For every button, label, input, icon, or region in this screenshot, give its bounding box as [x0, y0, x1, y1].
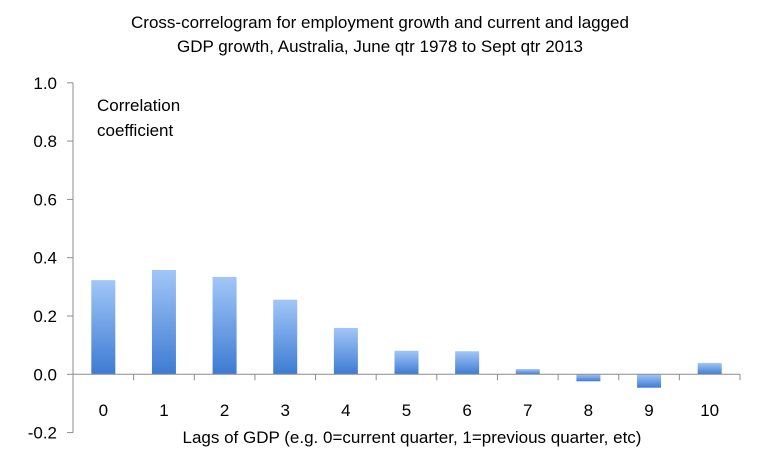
y-tick-label: -0.2: [28, 424, 57, 443]
bar-lag-10: [697, 362, 722, 375]
x-tick-label: 0: [99, 401, 108, 420]
x-tick-label: 1: [159, 401, 168, 420]
bar-lag-1: [151, 269, 176, 375]
x-tick-label: 5: [402, 401, 411, 420]
y-axis-label-line-2: coefficient: [97, 121, 174, 140]
x-axis-label: Lags of GDP (e.g. 0=current quarter, 1=p…: [183, 428, 642, 447]
x-tick-label: 3: [280, 401, 289, 420]
y-tick-label: 0.6: [33, 190, 57, 209]
y-tick-label: 0.2: [33, 307, 57, 326]
x-tick-label: 6: [462, 401, 471, 420]
y-tick-label: 1.0: [33, 74, 57, 93]
y-tick-label: 0.4: [33, 249, 57, 268]
bar-lag-4: [333, 327, 358, 375]
bar-lag-3: [273, 299, 298, 375]
y-tick-label: 0.8: [33, 132, 57, 151]
x-tick-label: 7: [523, 401, 532, 420]
bar-lag-8: [576, 374, 601, 382]
y-tick-label: 0.0: [33, 365, 57, 384]
bar-lag-2: [212, 276, 237, 375]
x-tick-label: 8: [584, 401, 593, 420]
bar-lag-9: [637, 374, 662, 388]
chart-title-line-1: Cross-correlogram for employment growth …: [131, 13, 629, 32]
bar-lag-7: [515, 369, 540, 375]
x-tick-label: 9: [644, 401, 653, 420]
bar-lag-0: [91, 280, 116, 375]
x-tick-label: 2: [220, 401, 229, 420]
chart-title-line-2: GDP growth, Australia, June qtr 1978 to …: [177, 37, 583, 56]
bar-lag-6: [455, 351, 480, 375]
bar-lag-5: [394, 350, 419, 375]
x-tick-label: 10: [700, 401, 719, 420]
y-axis-label-line-1: Correlation: [97, 96, 180, 115]
x-tick-label: 4: [341, 401, 350, 420]
